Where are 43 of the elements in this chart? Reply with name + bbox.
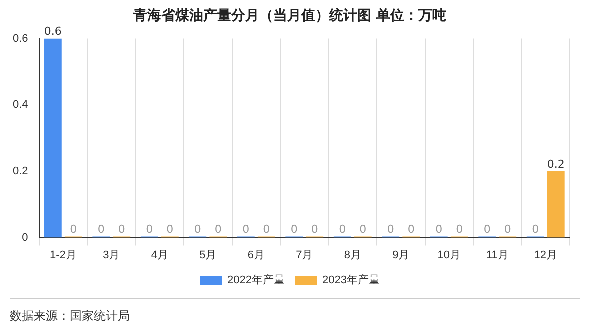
data-label: 0 bbox=[387, 223, 394, 236]
x-tick-label: 6月 bbox=[248, 249, 265, 262]
data-label: 0 bbox=[166, 223, 174, 236]
x-tick-label: 3月 bbox=[103, 249, 120, 262]
legend-label: 2023年产量 bbox=[322, 274, 380, 287]
x-tick-label: 5月 bbox=[200, 249, 217, 262]
data-label: 0 bbox=[118, 223, 126, 236]
data-label: 0 bbox=[360, 223, 367, 236]
data-label: 0 bbox=[532, 223, 540, 236]
data-label: 0 bbox=[484, 223, 491, 236]
y-tick-label: 0.4 bbox=[12, 99, 28, 112]
data-label: 0 bbox=[242, 223, 250, 236]
chart-title: 青海省煤油产量分月（当月值）统计图 单位：万吨 bbox=[132, 7, 446, 24]
y-tick-label: 0.6 bbox=[12, 32, 28, 45]
x-tick-label: 11月 bbox=[486, 249, 509, 262]
x-tick-label: 10月 bbox=[438, 249, 462, 262]
data-label: 0.2 bbox=[547, 158, 565, 171]
data-label: 0 bbox=[504, 223, 512, 236]
bar bbox=[44, 38, 62, 238]
legend-label: 2022年产量 bbox=[228, 274, 286, 287]
source-note: 数据来源：国家统计局 bbox=[10, 309, 130, 323]
data-label: 0 bbox=[146, 223, 154, 236]
data-label: 0.6 bbox=[44, 25, 62, 38]
y-tick-label: 0 bbox=[22, 232, 28, 244]
x-tick-label: 7月 bbox=[296, 249, 314, 262]
y-tick-label: 0.2 bbox=[12, 166, 28, 178]
data-label: 0 bbox=[436, 223, 443, 236]
data-label: 0 bbox=[70, 223, 78, 236]
data-label: 0 bbox=[339, 223, 346, 236]
data-label: 0 bbox=[408, 223, 415, 236]
bar bbox=[547, 171, 565, 238]
data-label: 0 bbox=[194, 223, 202, 236]
data-label: 0 bbox=[263, 223, 270, 236]
data-label: 0 bbox=[290, 223, 298, 236]
x-tick-label: 1-2月 bbox=[50, 249, 77, 262]
data-label: 0 bbox=[456, 223, 464, 236]
data-label: 0 bbox=[98, 223, 105, 236]
data-label: 0 bbox=[214, 223, 222, 236]
data-label: 0 bbox=[311, 223, 318, 236]
x-tick-label: 12月 bbox=[534, 249, 558, 262]
x-tick-label: 4月 bbox=[151, 249, 168, 262]
x-tick-label: 8月 bbox=[344, 249, 362, 262]
x-tick-label: 9月 bbox=[392, 249, 410, 262]
